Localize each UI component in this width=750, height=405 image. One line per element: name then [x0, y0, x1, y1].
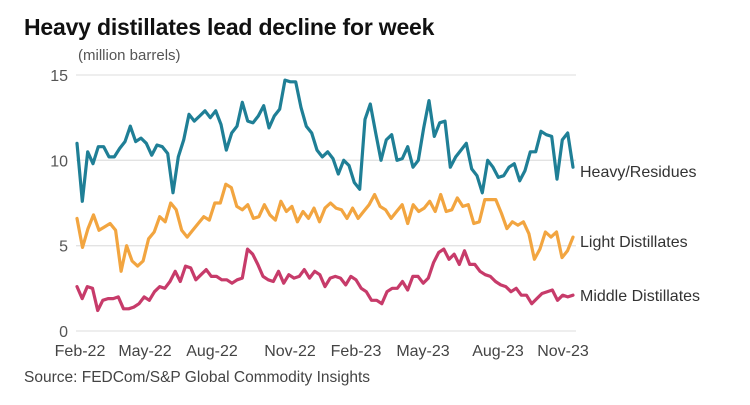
chart-title: Heavy distillates lead decline for week	[24, 14, 435, 40]
y-tick-label: 15	[50, 68, 68, 85]
series-line-heavy-residues	[75, 78, 575, 203]
y-tick-label: 5	[59, 239, 68, 256]
legend: Heavy/Residues Light Distillates Middle Di…	[580, 164, 700, 305]
series-line-light-distillates	[75, 182, 575, 273]
x-tick-label: Aug-22	[186, 343, 238, 360]
legend-label-middle-distillates: Middle Distillates	[580, 288, 700, 305]
source-note: Source: FEDCom/S&P Global Commodity Insi…	[24, 369, 371, 386]
x-axis-ticks: Feb-22 May-22 Aug-22 Nov-22 Feb-23 May-23 Aug-…	[55, 343, 589, 360]
series-line-middle-distillates	[75, 247, 575, 313]
x-tick-label: May-23	[396, 343, 449, 360]
legend-label-light-distillates: Light Distillates	[580, 234, 688, 251]
x-tick-label: Aug-23	[472, 343, 524, 360]
unit-label: (million barrels)	[78, 47, 181, 64]
y-tick-label: 10	[50, 153, 68, 170]
x-tick-label: Nov-23	[537, 343, 589, 360]
x-tick-label: Nov-22	[264, 343, 316, 360]
gridlines	[76, 74, 576, 332]
x-tick-label: May-22	[118, 343, 171, 360]
series-lines	[75, 78, 575, 313]
x-tick-label: Feb-22	[55, 343, 106, 360]
y-tick-label: 0	[59, 324, 68, 341]
legend-label-heavy-residues: Heavy/Residues	[580, 164, 697, 181]
y-axis-ticks: 0 5 10 15	[50, 68, 68, 341]
x-tick-label: Feb-23	[331, 343, 382, 360]
